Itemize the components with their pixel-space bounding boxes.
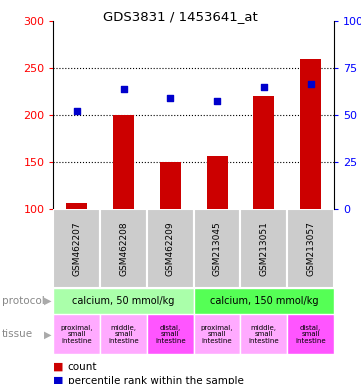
Text: GSM462207: GSM462207 [72, 221, 81, 276]
Text: GSM462208: GSM462208 [119, 221, 128, 276]
Text: count: count [68, 362, 97, 372]
Bar [53, 314, 100, 354]
Text: GSM213051: GSM213051 [259, 221, 268, 276]
Bar [206, 156, 227, 209]
Bar [66, 203, 87, 209]
Text: GSM462209: GSM462209 [166, 221, 175, 276]
Bar [147, 209, 193, 288]
Bar [300, 59, 321, 209]
Bar [193, 288, 334, 314]
Text: ■: ■ [53, 376, 64, 384]
Text: ▶: ▶ [44, 329, 52, 339]
Point [168, 95, 173, 101]
Bar [253, 96, 274, 209]
Text: ▶: ▶ [44, 296, 52, 306]
Bar [100, 209, 147, 288]
Text: GSM213045: GSM213045 [213, 221, 222, 276]
Text: middle,
small
intestine: middle, small intestine [248, 325, 279, 344]
Point [121, 86, 126, 92]
Text: calcium, 150 mmol/kg: calcium, 150 mmol/kg [209, 296, 318, 306]
Bar [287, 314, 334, 354]
Bar [287, 209, 334, 288]
Text: percentile rank within the sample: percentile rank within the sample [68, 376, 244, 384]
Point [74, 108, 80, 114]
Text: proximal,
small
intestine: proximal, small intestine [61, 325, 93, 344]
Bar [240, 209, 287, 288]
Bar [240, 314, 287, 354]
Text: protocol: protocol [2, 296, 44, 306]
Text: GSM213057: GSM213057 [306, 221, 315, 276]
Text: calcium, 50 mmol/kg: calcium, 50 mmol/kg [72, 296, 175, 306]
Bar [113, 115, 134, 209]
Text: proximal,
small
intestine: proximal, small intestine [201, 325, 233, 344]
Text: middle,
small
intestine: middle, small intestine [108, 325, 139, 344]
Text: ■: ■ [53, 362, 64, 372]
Text: tissue: tissue [2, 329, 33, 339]
Text: distal,
small
intestine: distal, small intestine [295, 325, 326, 344]
Point [261, 84, 267, 90]
Point [214, 98, 220, 104]
Bar [147, 314, 193, 354]
Bar [193, 209, 240, 288]
Bar [100, 314, 147, 354]
Bar [53, 288, 193, 314]
Bar [193, 314, 240, 354]
Point [308, 81, 313, 87]
Bar [160, 162, 181, 209]
Bar [53, 209, 100, 288]
Text: distal,
small
intestine: distal, small intestine [155, 325, 186, 344]
Text: GDS3831 / 1453641_at: GDS3831 / 1453641_at [103, 10, 258, 23]
